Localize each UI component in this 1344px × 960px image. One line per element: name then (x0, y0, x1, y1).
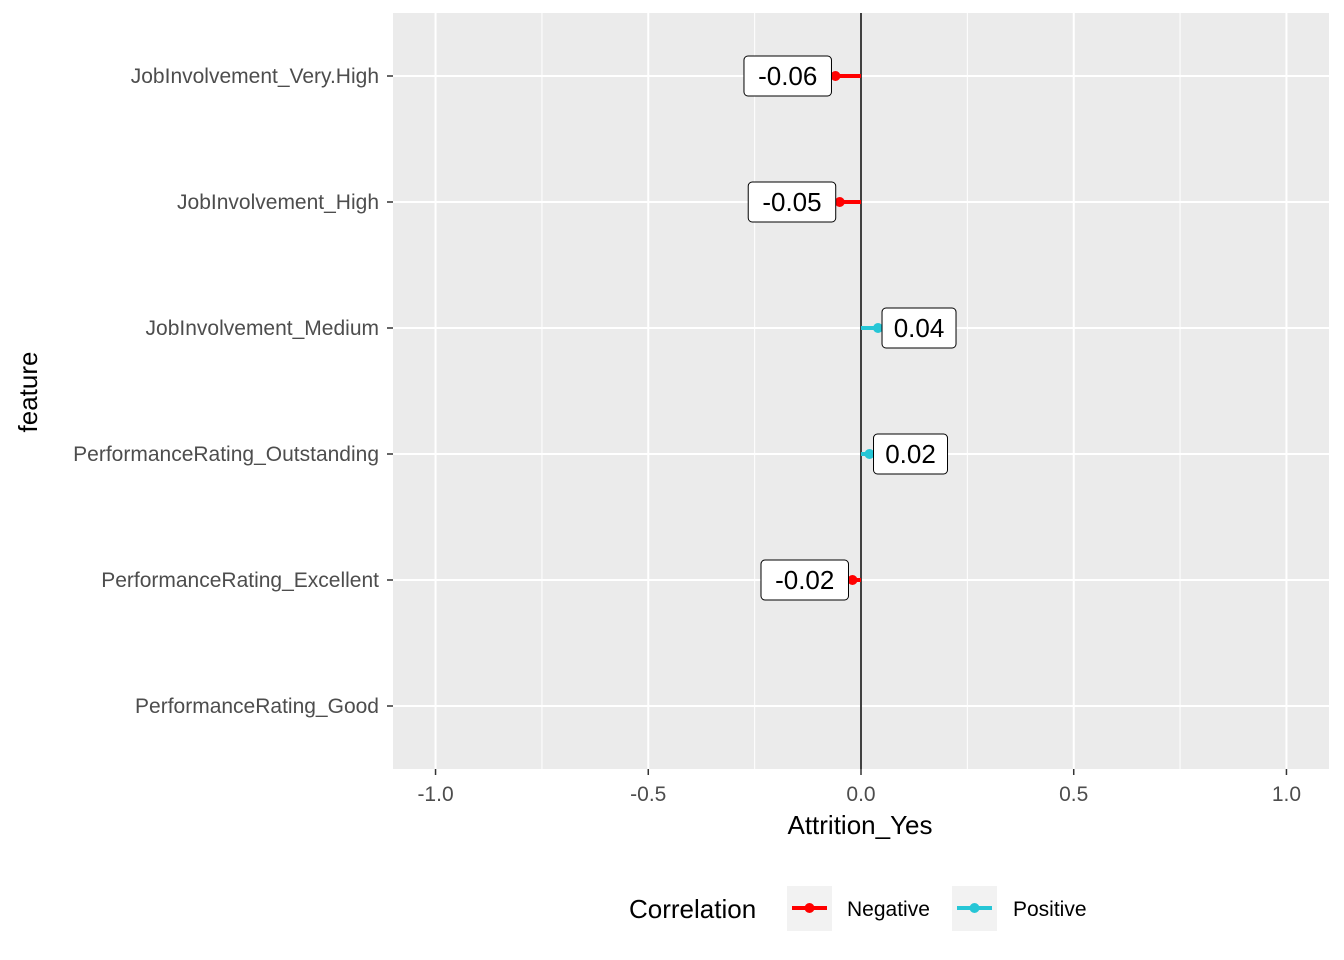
value-label-box (747, 181, 837, 223)
value-label-box (873, 433, 949, 475)
y-tick-label: PerformanceRating_Excellent (101, 569, 379, 592)
x-tick-label: -0.5 (630, 783, 666, 806)
y-tick-label: JobInvolvement_High (177, 191, 379, 214)
value-labels: -0.06 -0.05 0.04 0.02 -0.02 (743, 55, 957, 601)
y-axis-title: feature (13, 352, 43, 433)
x-axis: -1.0 -0.5 0.0 0.5 1.0 (417, 769, 1301, 806)
y-tick-label: JobInvolvement_Medium (146, 317, 379, 340)
lollipop-marks (830, 71, 884, 585)
x-tick-label: 0.0 (846, 783, 875, 806)
lollipop-point (873, 323, 884, 333)
x-tick-label: 0.5 (1059, 783, 1088, 806)
value-label: -0.02 (775, 565, 834, 595)
value-label-box (743, 55, 832, 97)
value-label-box (881, 307, 957, 349)
value-label: 0.04 (894, 313, 945, 343)
y-tick-label: JobInvolvement_Very.High (131, 65, 379, 88)
y-tick-label: PerformanceRating_Outstanding (73, 443, 379, 466)
legend-key-positive-dot (969, 903, 980, 913)
lollipop-point (830, 71, 841, 81)
value-label-box (760, 559, 849, 601)
x-tick-label: 1.0 (1272, 783, 1301, 806)
x-axis-title: Attrition_Yes (787, 810, 932, 840)
value-label: 0.02 (885, 439, 936, 469)
lollipop-point (834, 197, 845, 207)
legend-title: Correlation (629, 894, 756, 924)
lollipop-point (847, 575, 858, 585)
legend: Correlation Negative Positive (629, 886, 1087, 931)
value-label: -0.06 (758, 61, 817, 91)
value-label: -0.05 (762, 187, 821, 217)
legend-label-positive: Positive (1013, 898, 1087, 921)
legend-label-negative: Negative (847, 898, 930, 921)
legend-key-negative-dot (804, 903, 815, 913)
lollipop-point (864, 449, 875, 459)
y-tick-label: PerformanceRating_Good (135, 695, 379, 718)
x-tick-label: -1.0 (417, 783, 453, 806)
y-axis: JobInvolvement_Very.High JobInvolvement_H… (73, 65, 393, 718)
minor-gridlines (541, 13, 1181, 769)
